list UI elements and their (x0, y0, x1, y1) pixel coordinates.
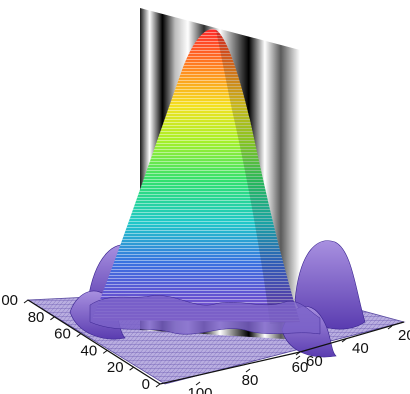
left-floor-axis-tick-label: 0 (142, 376, 150, 393)
base-ripples (89, 295, 321, 335)
left-floor-axis-tick (76, 333, 82, 338)
left-floor-axis-tick (50, 316, 55, 321)
bottom-floor-axis-tick (245, 368, 251, 373)
bottom-floor-axis-tick-label: 60 (292, 359, 309, 376)
right-floor-axis-tick-label: 20 (398, 327, 410, 344)
left-floor-axis-tick-label: 00 (1, 292, 18, 309)
left-floor-axis-tick (129, 366, 134, 371)
left-floor-axis-tick-label: 60 (54, 326, 71, 343)
left-floor-axis-tick-label: 20 (107, 359, 124, 376)
bottom-floor-axis-line (159, 351, 301, 385)
surface-peak-shadow (216, 30, 300, 324)
left-floor-axis-line (27, 299, 161, 385)
right-floor-axis-line (299, 321, 405, 353)
bottom-floor-axis-tick-label: 80 (242, 372, 259, 389)
right-floor-axis-tick (387, 325, 393, 330)
bottom-floor-axis-tick-label: 100 (187, 385, 212, 394)
left-floor-axis-tick (23, 299, 29, 304)
right-floor-axis-tick-label: 40 (352, 340, 369, 357)
bottom-floor-axis-tick (295, 355, 301, 360)
right-floor-axis-tick (295, 351, 301, 356)
bottom-floor-axis-tick (195, 381, 201, 386)
left-floor-axis-tick-label: 80 (28, 309, 45, 326)
left-floor-axis-tick (155, 383, 161, 388)
tick-layer: 020406080001008060604020 (1, 292, 410, 394)
left-floor-axis-tick-label: 40 (81, 342, 98, 359)
left-floor-axis-tick (102, 349, 108, 354)
right-floor-axis-tick-label: 60 (306, 353, 323, 370)
right-floor-axis-tick (341, 338, 347, 343)
